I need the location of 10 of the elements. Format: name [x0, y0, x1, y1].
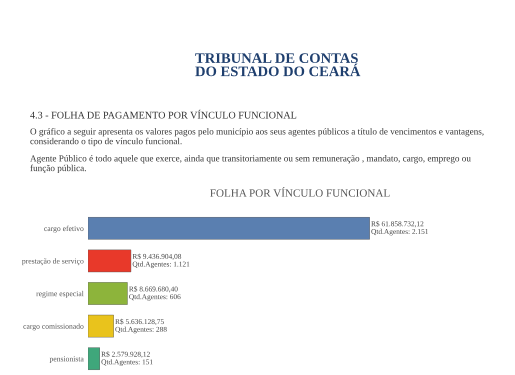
text: 4.3 - FOLHA DE PAGAMENTO POR VÍNCULO FUNCIONAL	[30, 110, 296, 119]
bar	[88, 282, 128, 305]
bar	[88, 347, 100, 370]
text: O gráfico a seguir apresenta os valores pagos pelo município aos seus agentes públicos a título de vencimentos e vantagens, considerando o tipo de vínculo funcional.	[30, 128, 484, 146]
chart-title: FOLHA POR VÍNCULO FUNCIONAL	[210, 187, 390, 197]
bar	[88, 314, 114, 338]
text: TRIBUNAL DE CONTAS DO ESTADO DO CEARÁ	[195, 53, 360, 76]
text: Agente Público é todo aquele que exerce, ainda que transitoriamente ou sem remuneração , mandato, cargo, emprego ou função pública.	[30, 155, 471, 174]
bar	[88, 250, 132, 272]
bar	[88, 217, 370, 240]
